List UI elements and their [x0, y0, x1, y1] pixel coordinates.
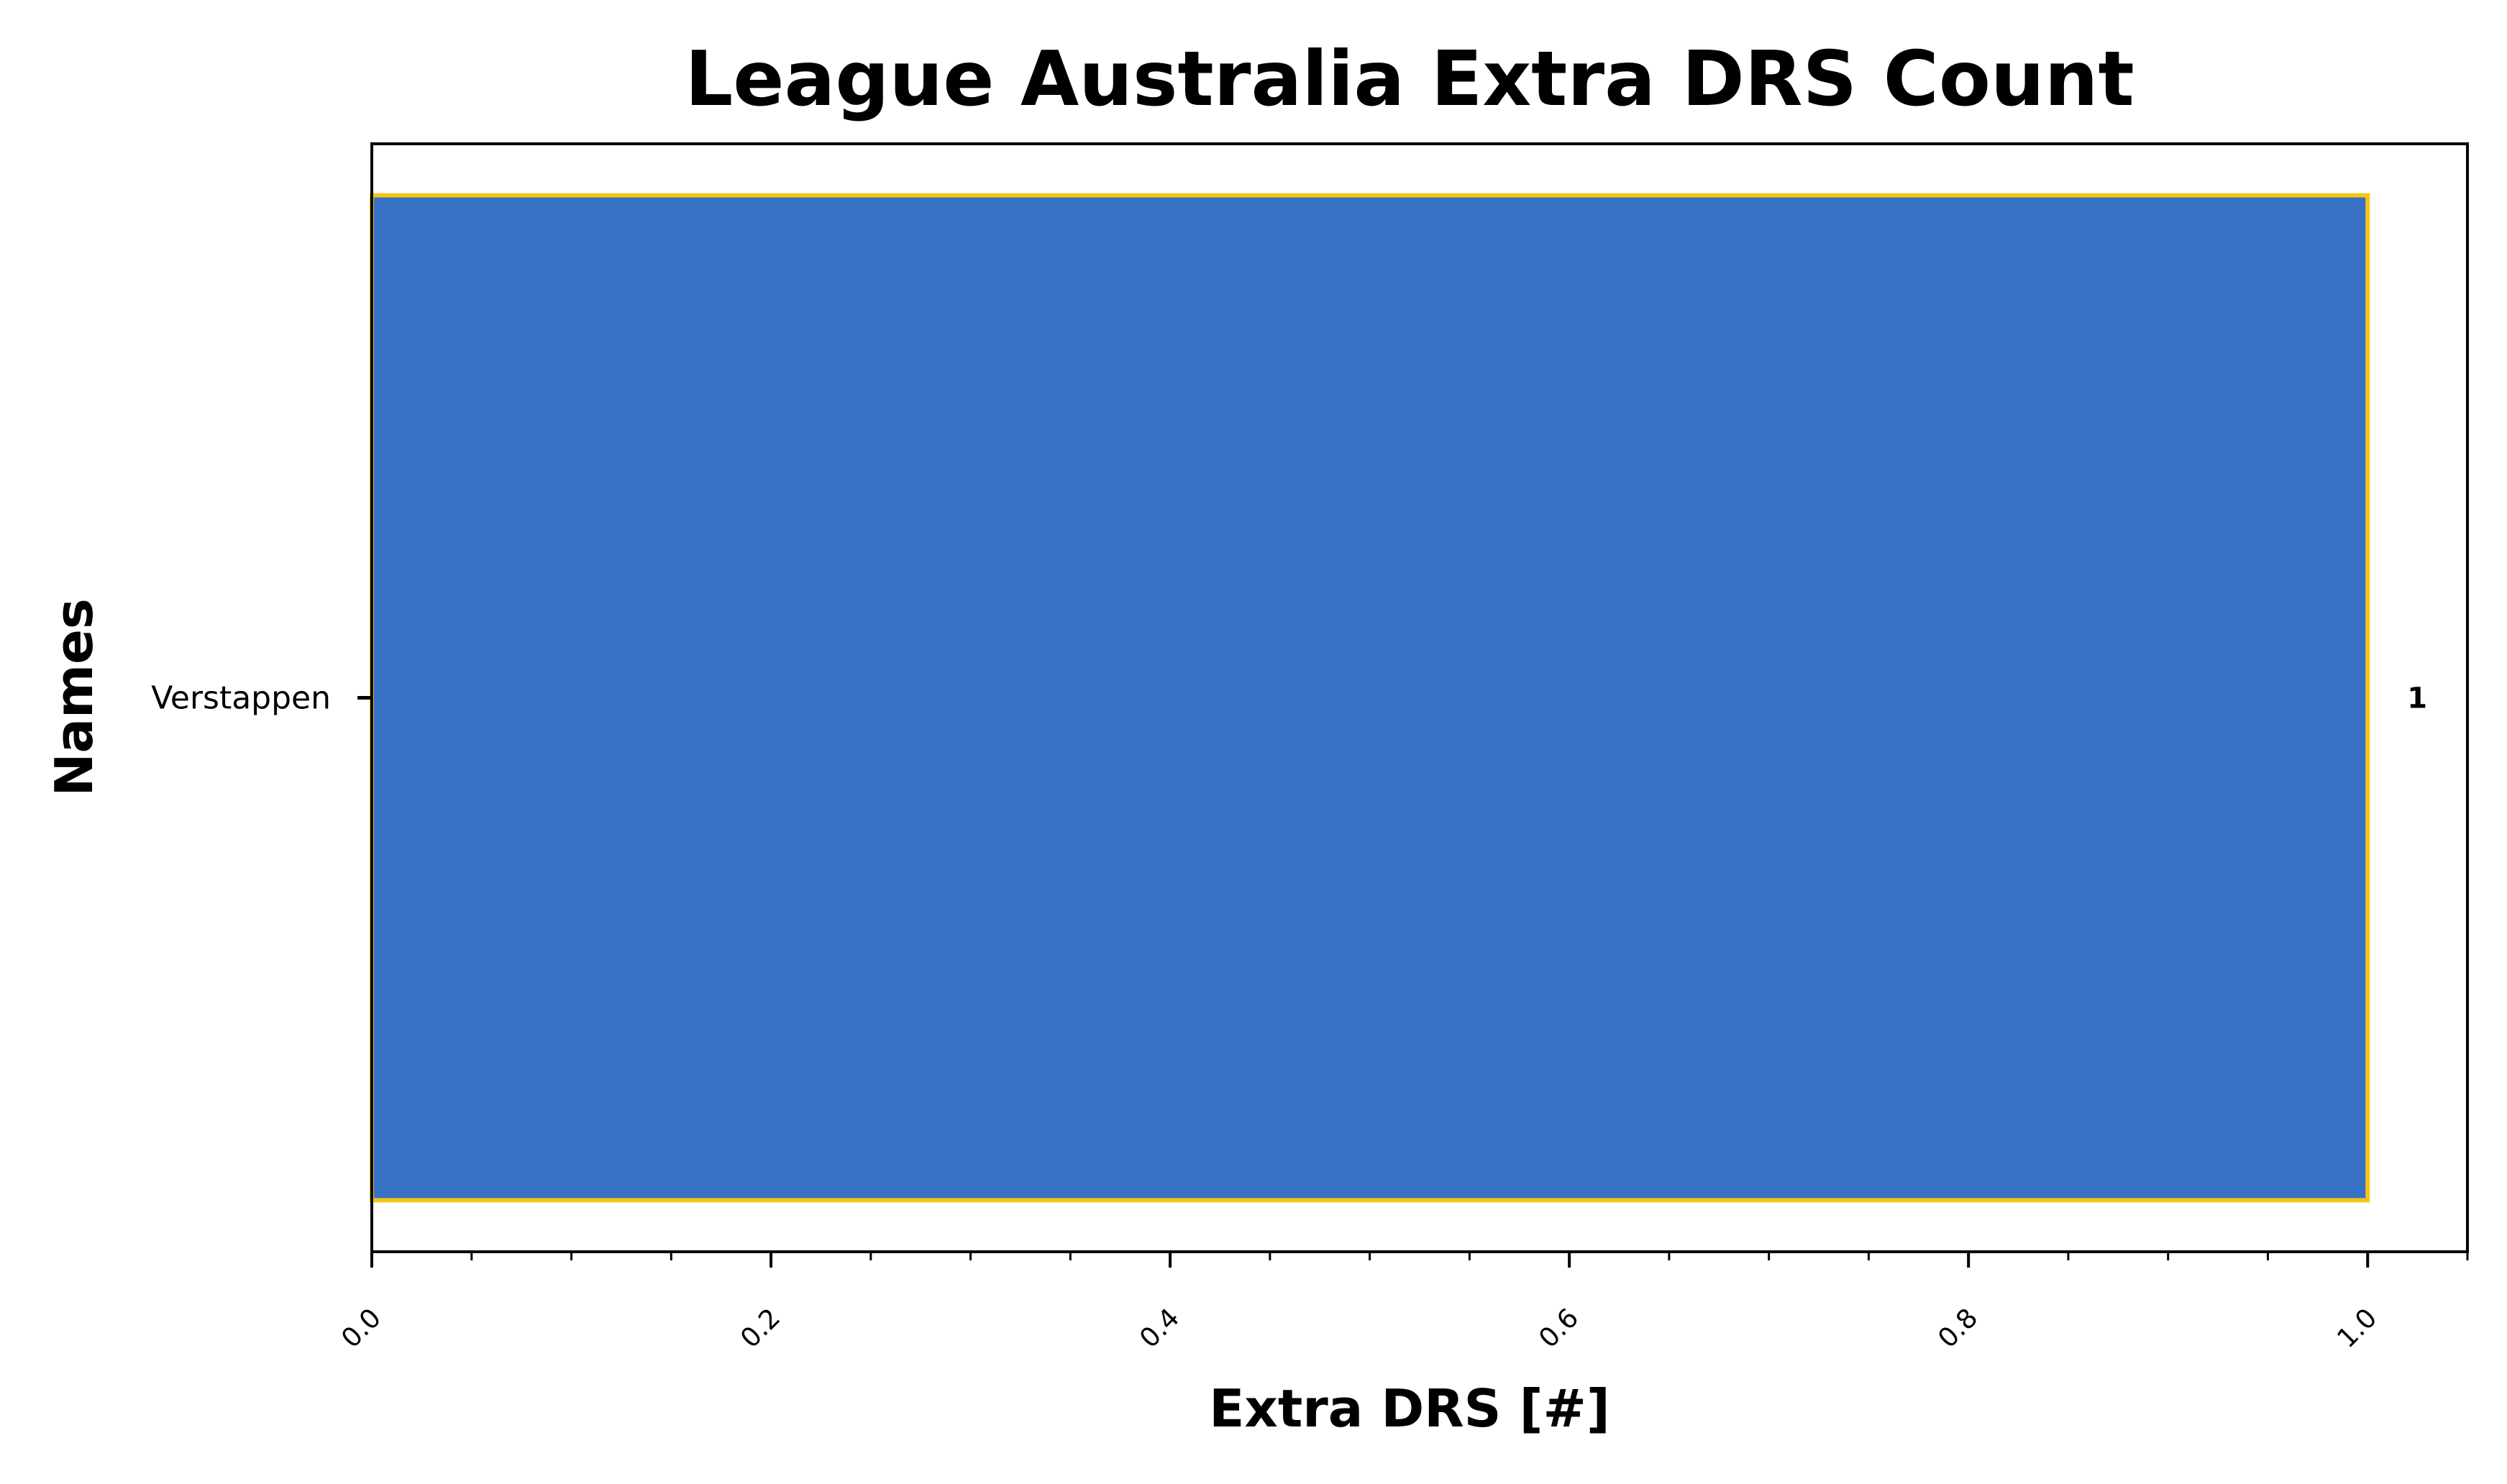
chart-title: League Australia Extra DRS Count	[685, 35, 2134, 123]
bar-value-label: 1	[2407, 682, 2427, 715]
x-axis-label: Extra DRS [#]	[1209, 1378, 1609, 1439]
y-axis-label: Names	[44, 598, 104, 797]
bar-verstappen	[370, 193, 2370, 1203]
y-tick-label: Verstappen	[151, 680, 331, 717]
bars-group	[370, 193, 2370, 1203]
